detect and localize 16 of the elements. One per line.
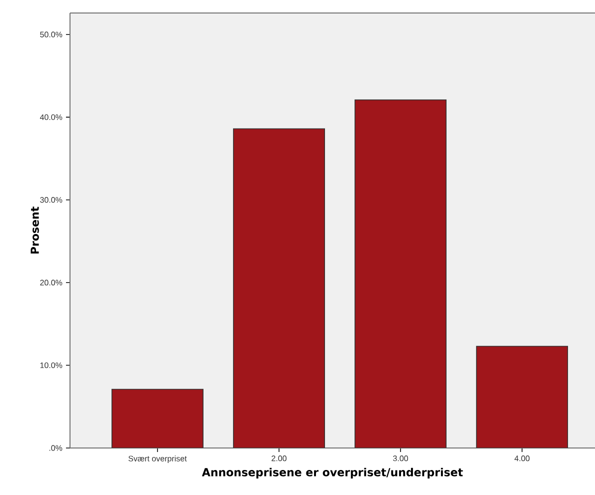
bar bbox=[112, 388, 204, 448]
x-tick-label: 4.00 bbox=[514, 456, 530, 462]
x-tick-label: 2.00 bbox=[272, 456, 287, 462]
bar bbox=[233, 128, 325, 448]
x-tick-label: 3.00 bbox=[393, 456, 408, 462]
y-axis-title: Prosent bbox=[30, 206, 39, 254]
x-tick-label: Svært overpriset bbox=[128, 456, 187, 463]
bar bbox=[476, 346, 568, 448]
y-tick-label: 40.0% bbox=[40, 114, 62, 120]
bar bbox=[354, 99, 447, 448]
y-tick-label: 50.0% bbox=[40, 32, 62, 38]
x-axis-title: Annonseprisene er overpriset/underpriset bbox=[202, 468, 463, 478]
y-tick-label: 10.0% bbox=[40, 362, 62, 368]
y-tick-label: .0% bbox=[49, 445, 62, 451]
y-tick-label: 30.0% bbox=[40, 197, 62, 203]
y-tick-label: 20.0% bbox=[40, 280, 62, 286]
